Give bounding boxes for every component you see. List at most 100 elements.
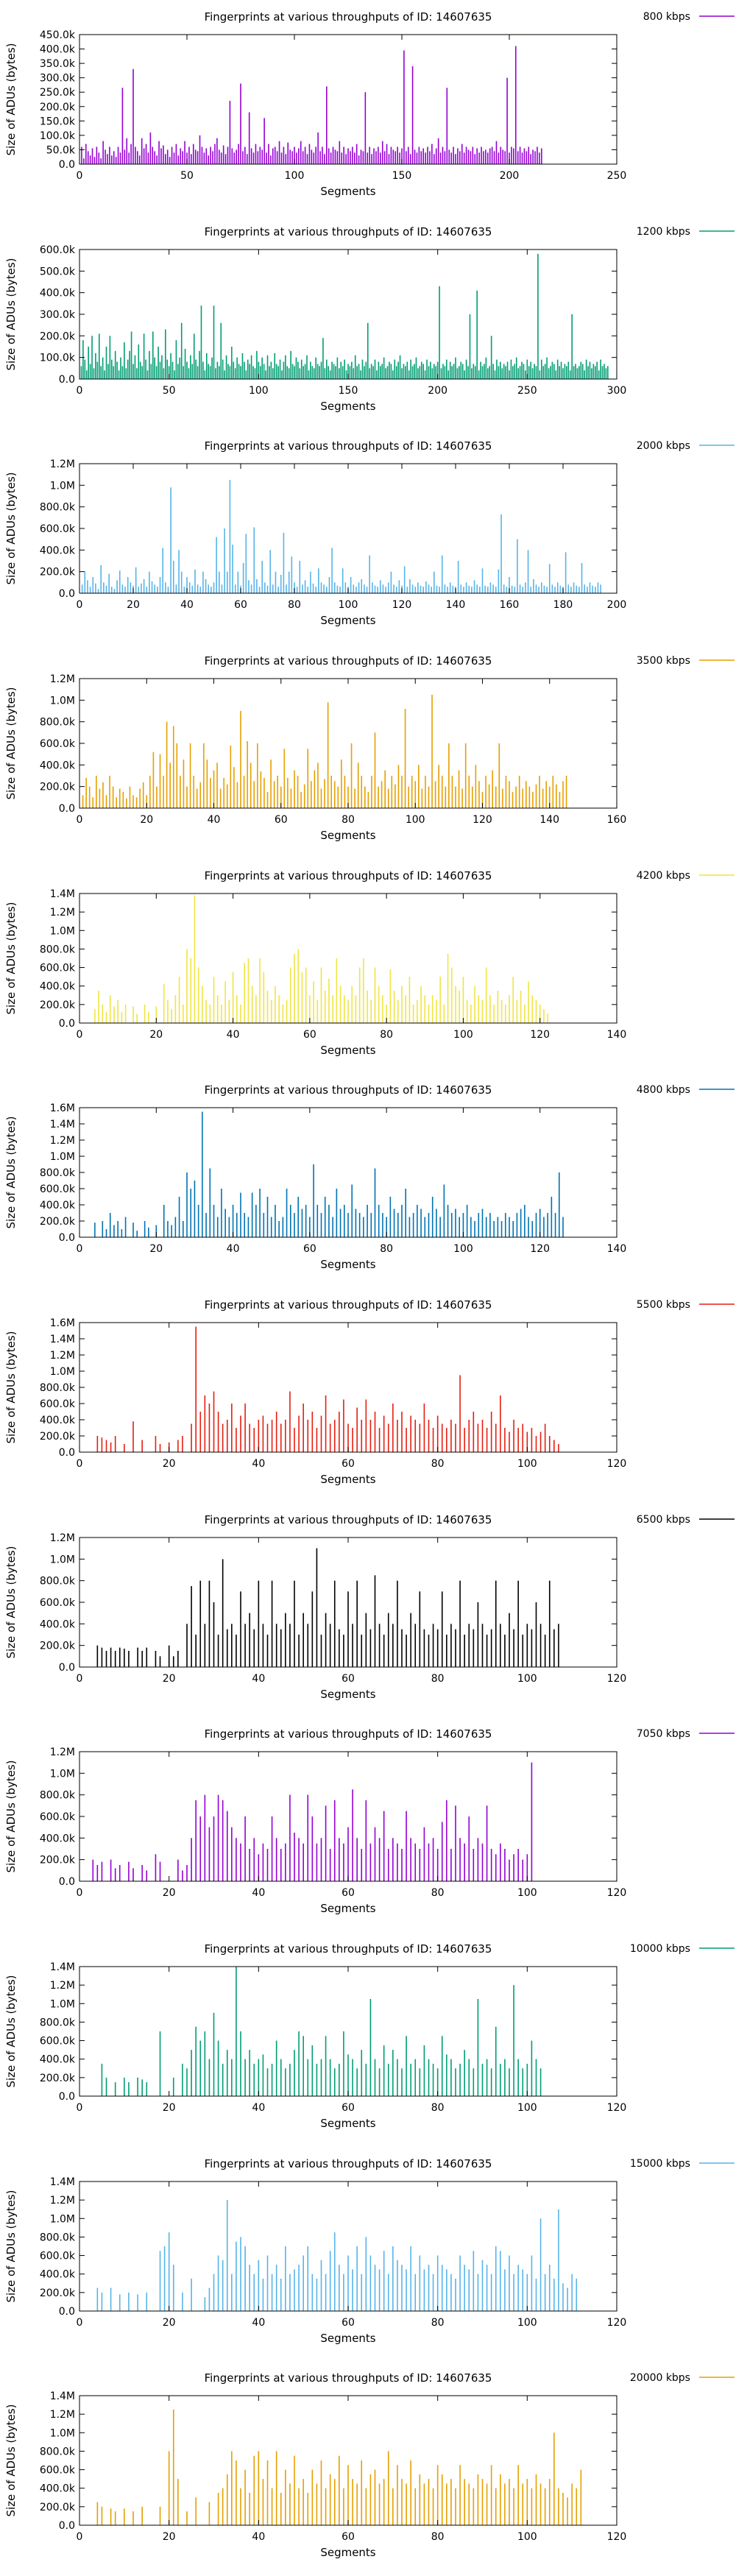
x-tick-label: 40: [252, 2102, 265, 2114]
y-tick-label: 1.2M: [50, 1532, 75, 1544]
x-tick-label: 20: [163, 1673, 176, 1685]
x-tick-label: 80: [431, 2531, 445, 2543]
y-tick-label: 1.6M: [50, 1317, 75, 1329]
chart-title: Fingerprints at various throughputs of I…: [205, 869, 492, 882]
x-tick-label: 100: [453, 1243, 473, 1255]
y-tick-label: 600.0k: [40, 2250, 76, 2262]
x-tick-label: 80: [380, 1029, 393, 1041]
y-tick-label: 800.0k: [40, 1575, 76, 1587]
x-tick-label: 20: [149, 1029, 163, 1041]
x-tick-label: 250: [517, 385, 537, 397]
x-tick-label: 0: [77, 599, 83, 611]
x-tick-label: 120: [607, 2102, 627, 2114]
x-tick-label: 100: [285, 170, 305, 182]
y-tick-label: 600.0k: [40, 1183, 76, 1195]
x-tick-label: 40: [180, 599, 194, 611]
x-tick-label: 100: [453, 1029, 473, 1041]
x-tick-label: 100: [339, 599, 358, 611]
plot-frame: [79, 249, 618, 380]
y-tick-label: 600.0k: [40, 738, 76, 750]
y-tick-label: 1.0M: [50, 695, 75, 707]
y-tick-label: 400.0k: [40, 980, 76, 992]
legend-label: 800 kbps: [643, 11, 690, 23]
y-tick-label: 800.0k: [40, 502, 76, 514]
y-tick-label: 1.0M: [50, 1554, 75, 1565]
x-tick-label: 50: [163, 385, 176, 397]
x-tick-label: 80: [380, 1243, 393, 1255]
y-tick-label: 200.0k: [40, 1855, 76, 1866]
x-tick-label: 40: [252, 1887, 265, 1899]
legend: 1200 kbps: [637, 226, 735, 238]
y-tick-label: 0.0: [59, 1447, 75, 1459]
chart-title: Fingerprints at various throughputs of I…: [205, 2157, 492, 2170]
y-tick-label: 600.0k: [40, 244, 76, 256]
legend: 800 kbps: [643, 11, 735, 23]
chart-title: Fingerprints at various throughputs of I…: [205, 439, 492, 453]
y-tick-label: 200.0k: [40, 2073, 76, 2084]
y-tick-label: 1.0M: [50, 1366, 75, 1378]
y-tick-label: 0.0: [59, 803, 75, 815]
series-bars: [94, 895, 548, 1023]
x-tick-label: 40: [252, 2317, 265, 2329]
y-tick-label: 400.0k: [40, 287, 76, 299]
y-tick-label: 400.0k: [40, 545, 76, 557]
chart-title: Fingerprints at various throughputs of I…: [205, 1083, 492, 1097]
y-tick-label: 100.0k: [40, 352, 76, 364]
y-tick-label: 1.0M: [50, 481, 75, 492]
y-tick-label: 200.0k: [40, 2502, 76, 2513]
chart-title: Fingerprints at various throughputs of I…: [205, 2371, 492, 2385]
series-bars: [96, 1326, 559, 1453]
y-axis-label: Size of ADUs (bytes): [4, 2190, 18, 2302]
x-tick-label: 0: [77, 814, 83, 826]
y-tick-label: 1.0M: [50, 2213, 75, 2225]
y-tick-label: 150.0k: [40, 116, 76, 127]
x-tick-label: 120: [392, 599, 412, 611]
y-tick-label: 1.2M: [50, 1747, 75, 1758]
y-tick-label: 400.0k: [40, 760, 76, 771]
y-axis-label: Size of ADUs (bytes): [4, 1761, 18, 1873]
x-tick-label: 40: [252, 1673, 265, 1685]
legend-label: 3500 kbps: [637, 655, 690, 667]
x-tick-label: 40: [252, 2531, 265, 2543]
x-tick-label: 100: [517, 1887, 537, 1899]
x-tick-label: 140: [607, 1243, 627, 1255]
x-tick-label: 200: [428, 385, 447, 397]
y-axis-label: Size of ADUs (bytes): [4, 1117, 18, 1229]
y-tick-label: 300.0k: [40, 73, 76, 85]
x-tick-label: 60: [342, 2102, 355, 2114]
x-tick-label: 0: [77, 2531, 83, 2543]
y-axis-label: Size of ADUs (bytes): [4, 43, 18, 155]
y-axis-label: Size of ADUs (bytes): [4, 258, 18, 370]
y-tick-label: 1.4M: [50, 1334, 75, 1345]
x-tick-label: 100: [406, 814, 425, 826]
x-tick-label: 20: [163, 2102, 176, 2114]
legend-label: 15000 kbps: [630, 2158, 690, 2170]
x-axis-label: Segments: [320, 1688, 375, 1701]
series-bars: [96, 2199, 578, 2311]
x-tick-label: 150: [392, 170, 412, 182]
legend: 7050 kbps: [637, 1728, 735, 1740]
y-tick-label: 200.0k: [40, 782, 76, 793]
y-tick-label: 1.2M: [50, 459, 75, 470]
series-bars: [80, 253, 609, 379]
y-tick-label: 400.0k: [40, 2268, 76, 2280]
legend-label: 4800 kbps: [637, 1084, 690, 1096]
x-tick-label: 50: [180, 170, 194, 182]
legend: 20000 kbps: [630, 2372, 735, 2384]
x-tick-label: 150: [339, 385, 358, 397]
x-tick-label: 60: [342, 1887, 355, 1899]
y-tick-label: 1.2M: [50, 1980, 75, 1992]
x-tick-label: 250: [607, 170, 627, 182]
series-bars: [92, 1763, 533, 1882]
chart-panel: Fingerprints at various throughputs of I…: [4, 10, 735, 198]
x-tick-label: 100: [517, 2102, 537, 2114]
x-tick-label: 80: [431, 2317, 445, 2329]
y-axis-label: Size of ADUs (bytes): [4, 1331, 18, 1443]
x-tick-label: 40: [252, 1458, 265, 1470]
legend-label: 5500 kbps: [637, 1299, 690, 1311]
y-tick-label: 600.0k: [40, 2036, 76, 2048]
x-tick-label: 140: [607, 1029, 627, 1041]
x-tick-label: 40: [227, 1029, 240, 1041]
y-axis-label: Size of ADUs (bytes): [4, 2405, 18, 2517]
chart-title: Fingerprints at various throughputs of I…: [205, 1942, 492, 1956]
